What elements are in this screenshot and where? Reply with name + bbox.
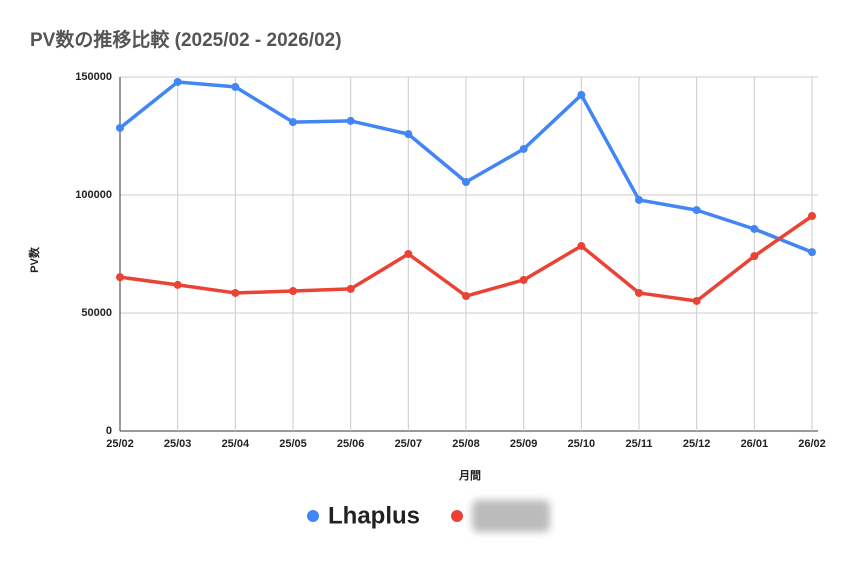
y-tick-label: 100000 — [75, 189, 112, 201]
data-point — [404, 250, 413, 258]
y-tick-label: 50000 — [81, 307, 112, 319]
data-point — [462, 292, 470, 301]
legend-marker — [307, 510, 319, 522]
data-point — [173, 280, 182, 289]
x-axis-label: 月間 — [458, 469, 481, 482]
data-point — [289, 287, 297, 296]
x-tick-label: 25/07 — [395, 438, 423, 450]
data-point — [173, 77, 182, 86]
x-tick-label: 26/01 — [741, 438, 769, 450]
y-tick-label: 0 — [106, 425, 112, 437]
x-tick-label: 25/06 — [337, 438, 365, 450]
data-point — [692, 296, 701, 305]
x-tick-label: 25/08 — [452, 438, 480, 450]
y-tick-label: 150000 — [75, 71, 112, 83]
x-tick-label: 25/04 — [222, 438, 250, 450]
data-point — [577, 241, 586, 250]
x-tick-label: 26/02 — [798, 438, 826, 450]
data-point — [750, 224, 759, 233]
legend: Lhaplus — [307, 500, 550, 532]
chart-title: PV数の推移比較 (2025/02 - 2026/02) — [30, 28, 342, 51]
data-point — [808, 248, 816, 257]
x-tick-label: 25/03 — [164, 438, 192, 450]
data-point — [462, 178, 470, 187]
data-point — [289, 118, 297, 127]
data-point — [231, 82, 240, 91]
blurred-label — [472, 500, 550, 532]
data-point — [519, 275, 528, 284]
x-tick-label: 25/09 — [510, 438, 538, 450]
data-point — [750, 252, 759, 261]
y-axis-label: PV数 — [27, 246, 41, 273]
data-point — [808, 212, 816, 221]
data-point — [635, 195, 643, 204]
data-point — [635, 288, 643, 297]
legend-label: Lhaplus — [328, 502, 420, 529]
x-tick-label: 25/11 — [626, 438, 653, 450]
data-point — [692, 206, 701, 215]
data-point — [577, 90, 586, 99]
data-point — [116, 123, 124, 132]
x-tick-label: 25/10 — [568, 438, 596, 450]
x-tick-label: 25/05 — [279, 438, 307, 450]
x-tick-label: 25/12 — [683, 438, 711, 450]
data-point — [346, 284, 355, 293]
x-tick-label: 25/02 — [106, 438, 134, 450]
data-point — [519, 144, 528, 153]
legend-marker — [451, 510, 463, 522]
data-point — [404, 130, 413, 139]
data-point — [231, 288, 240, 297]
data-point — [346, 116, 355, 125]
data-point — [116, 273, 124, 282]
